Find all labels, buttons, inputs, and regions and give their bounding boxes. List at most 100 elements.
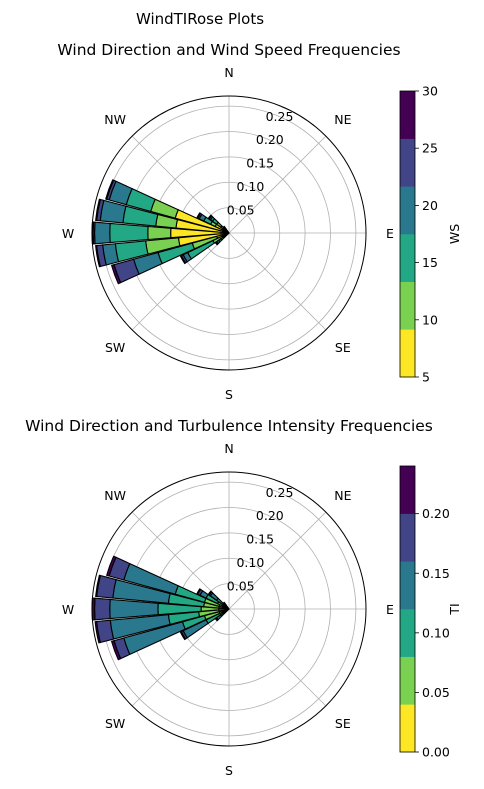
angular-gridline [228, 608, 327, 707]
colorbar-label: WS [447, 224, 462, 244]
radial-tick-label: 0.15 [246, 532, 274, 547]
colorbar: 0.00 0.05 0.10 0.15 0.20 [399, 465, 450, 760]
direction-label-sw: SW [105, 716, 125, 731]
direction-label-n: N [224, 65, 233, 80]
chart-title: Wind Direction and Wind Speed Frequencie… [57, 41, 400, 59]
bar-segment [111, 264, 122, 285]
colorbar-tick-label: 0.10 [422, 625, 450, 640]
radial-tick-label: 0.05 [227, 579, 255, 594]
bar-segment [179, 631, 187, 641]
angular-gridline [228, 511, 327, 610]
bar-segment [222, 225, 226, 229]
bar-segment [109, 598, 159, 620]
colorbar-tick-label: 0.05 [422, 685, 450, 700]
sector [222, 225, 230, 234]
direction-label-se: SE [335, 340, 351, 355]
bar-segment [95, 244, 101, 268]
bar-segment [179, 255, 187, 265]
direction-label-e: E [386, 226, 394, 241]
bar-segment [91, 221, 95, 245]
angular-gridline [228, 135, 327, 234]
bar-segment [111, 640, 122, 661]
colorbar-tick-label: 0.20 [422, 506, 450, 521]
radial-tick-label: 0.10 [236, 179, 264, 194]
direction-label-s: S [225, 763, 233, 778]
sector [222, 601, 230, 610]
colorbar-tick-label: 20 [422, 198, 438, 213]
colorbar-bin [400, 609, 415, 657]
chart-title: Wind Direction and Turbulence Intensity … [25, 417, 433, 435]
bar-segment [94, 620, 101, 644]
direction-label-w: W [62, 226, 74, 241]
direction-label-nw: NW [104, 488, 126, 503]
sector [95, 232, 230, 268]
bar-segment [207, 590, 213, 596]
bar-segment [105, 179, 115, 200]
wind-speed-rose-chart: Wind Direction and Wind Speed Frequencie… [57, 41, 462, 402]
sector [91, 597, 230, 621]
angular-gridline [131, 232, 230, 331]
colorbar-tick-label: 25 [422, 141, 438, 156]
colorbar: 5 10 15 20 25 30 [399, 84, 438, 385]
colorbar-label: TI [447, 603, 462, 615]
sector [95, 198, 230, 234]
bar-segment [93, 597, 111, 621]
bar-segment [196, 212, 202, 219]
sector [214, 232, 230, 246]
suptitle: WindTIRose Plots [136, 10, 264, 28]
direction-labels: N NE E SE S SW W NW [62, 441, 394, 778]
radial-tick-labels: 0.05 0.10 0.15 0.20 0.25 [227, 109, 294, 218]
bar-segment [222, 601, 226, 605]
colorbar-frame [399, 90, 416, 378]
bar-segment [109, 222, 149, 244]
colorbar-bin [400, 656, 415, 705]
bar-segment [207, 214, 213, 220]
colorbar-bin [400, 513, 415, 562]
colorbar-tick-label: 30 [422, 84, 438, 99]
radial-tick-label: 0.25 [266, 109, 294, 124]
colorbar-tick-label: 0.15 [422, 566, 450, 581]
radial-tick-label: 0.25 [266, 485, 294, 500]
sector [91, 221, 230, 245]
sector [111, 232, 230, 285]
radial-tick-label: 0.10 [236, 555, 264, 570]
bar-segment [147, 225, 172, 241]
colorbar-bin [400, 91, 415, 139]
angular-gridline [131, 608, 230, 707]
direction-label-ne: NE [334, 488, 351, 503]
bar-segment [95, 198, 101, 222]
radial-tick-labels: 0.05 0.10 0.15 0.20 0.25 [227, 485, 294, 594]
direction-label-e: E [386, 602, 394, 617]
direction-labels: N NE E SE S SW W NW [62, 65, 394, 402]
bar-segment [196, 588, 202, 595]
colorbar-bin [400, 466, 415, 514]
radial-tick-label: 0.05 [227, 203, 255, 218]
wedges [91, 555, 230, 661]
sector [214, 608, 230, 622]
colorbar-bin [400, 704, 415, 753]
colorbar-bin [400, 234, 415, 282]
colorbar-bin [400, 186, 415, 235]
bar-segment [214, 241, 218, 246]
colorbar-tick-label: 5 [422, 370, 430, 385]
direction-label-s: S [225, 387, 233, 402]
bar-segment [95, 574, 101, 598]
direction-label-n: N [224, 441, 233, 456]
colorbar-tick-label: 0.00 [422, 745, 450, 760]
wedges [91, 179, 230, 285]
sector [105, 179, 230, 234]
colorbar-tick-label: 10 [422, 312, 438, 327]
bar-segment [91, 597, 96, 621]
bar-segment [106, 555, 117, 577]
direction-label-ne: NE [334, 112, 351, 127]
colorbar-bin [400, 561, 415, 610]
colorbar-tick-label: 15 [422, 255, 438, 270]
radial-tick-label: 0.20 [256, 508, 284, 523]
colorbar-bin [400, 281, 415, 330]
bar-segment [93, 221, 111, 245]
direction-label-w: W [62, 602, 74, 617]
sector [106, 555, 230, 610]
colorbar-bin [400, 138, 415, 187]
direction-label-se: SE [335, 716, 351, 731]
